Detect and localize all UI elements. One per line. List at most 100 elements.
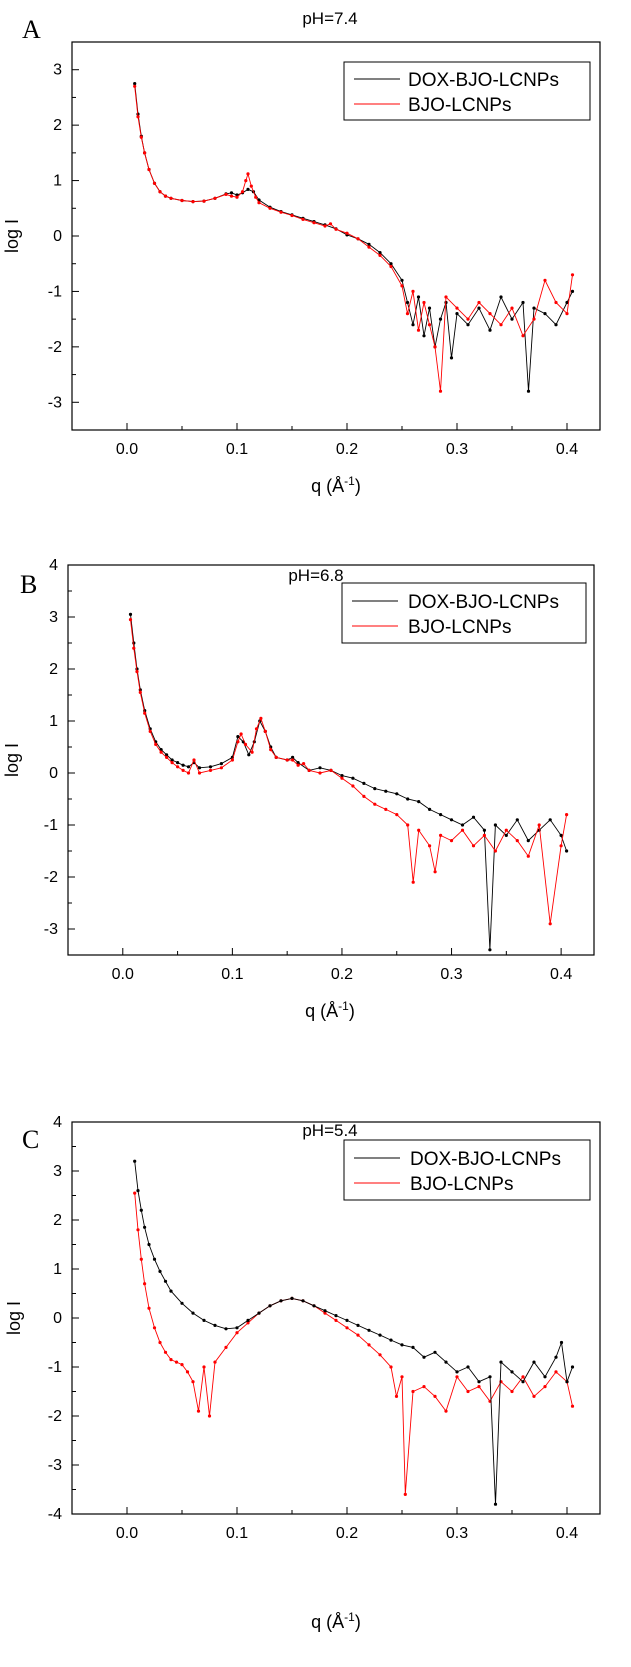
data-point	[274, 755, 278, 759]
y-tick-label: -2	[44, 869, 58, 886]
data-point	[493, 849, 497, 853]
data-point	[219, 766, 223, 770]
x-tick-label: 0.1	[226, 1525, 248, 1542]
data-point	[537, 823, 541, 827]
data-point	[389, 1365, 393, 1369]
data-point	[570, 289, 575, 293]
data-point	[427, 306, 432, 310]
data-point	[208, 765, 213, 769]
y-axis-label: log I	[2, 743, 22, 777]
legend-label-dox: DOX-BJO-LCNPs	[408, 592, 559, 613]
data-point	[191, 200, 195, 204]
data-point	[395, 813, 399, 817]
plot-frame	[71, 41, 601, 431]
data-point	[213, 1360, 217, 1364]
y-tick-label: 4	[49, 557, 58, 574]
data-point	[147, 167, 151, 172]
chart-title: pH=5.4	[302, 1121, 357, 1140]
data-point	[526, 839, 530, 843]
data-point	[340, 774, 344, 778]
chart-title: pH=7.4	[302, 9, 357, 28]
data-point	[565, 1380, 569, 1384]
data-point	[510, 317, 514, 321]
data-point	[417, 828, 421, 832]
data-point	[219, 762, 223, 766]
data-point	[504, 828, 508, 832]
data-point	[417, 800, 421, 804]
data-point	[367, 1343, 371, 1347]
data-point	[389, 264, 393, 269]
chart-panel-c: C pH=5.4 4 3 2 1 0 -1 -2 -3 -4 0.0 0.1 0.2 0.3 0.4 D…	[0, 1110, 631, 1665]
data-point	[246, 172, 250, 176]
series-layer	[128, 612, 569, 952]
x-tick-label: 0.0	[112, 966, 134, 983]
data-point	[181, 768, 185, 772]
data-point	[543, 312, 547, 316]
data-point	[213, 1323, 217, 1327]
data-point	[428, 807, 432, 811]
y-tick-label: -1	[44, 817, 58, 834]
y-tick-label: -3	[48, 394, 62, 411]
data-point	[411, 1389, 415, 1394]
y-axis-label: log I	[4, 1301, 24, 1335]
data-point	[254, 195, 258, 199]
series-line-bjo-lcnps	[134, 86, 573, 392]
data-point	[570, 273, 575, 277]
x-tick-label: 0.4	[556, 1525, 578, 1542]
data-point	[526, 389, 531, 393]
data-point	[158, 190, 162, 194]
data-point	[384, 789, 388, 793]
data-point	[439, 833, 443, 837]
chart-b-svg: B pH=6.8 4 3 2 1 0 -1 -2 -3 0.0 0.1 0.2 0.3 0.4 DOX…	[2, 557, 595, 1021]
x-tick-label: 0.2	[336, 441, 358, 458]
y-tick-label: 2	[49, 661, 58, 678]
data-point	[356, 1333, 360, 1337]
data-point	[197, 766, 202, 770]
data-point	[224, 192, 228, 196]
data-point	[482, 828, 486, 832]
y-tick-label: 0	[53, 1310, 62, 1327]
series-line-dox-bjo-lcnps	[134, 1161, 573, 1505]
data-point	[170, 761, 174, 765]
x-axis-label-sup: -1	[338, 999, 349, 1013]
data-point	[143, 711, 147, 715]
data-point	[466, 1365, 470, 1369]
data-point	[128, 618, 133, 622]
y-tick-label: 1	[49, 713, 58, 730]
data-point	[406, 797, 410, 801]
x-tick-labels: 0.0 0.1 0.2 0.3 0.4	[67, 948, 572, 983]
data-point	[229, 191, 234, 195]
data-point	[165, 755, 169, 759]
data-point	[428, 844, 432, 848]
data-point	[132, 646, 136, 650]
data-point	[147, 1242, 151, 1247]
data-point	[449, 356, 454, 360]
x-axis-label-sup: -1	[344, 1610, 355, 1624]
x-tick-label: 0.3	[440, 966, 462, 983]
data-point	[291, 755, 295, 759]
data-point	[389, 1338, 393, 1342]
data-point	[477, 1380, 481, 1384]
legend: DOX-BJO-LCNPs BJO-LCNPs	[341, 582, 587, 644]
data-point	[185, 1370, 190, 1374]
data-point	[229, 194, 234, 198]
series-layer	[133, 82, 575, 393]
x-axis-label-main: q (Å	[311, 476, 344, 496]
data-point	[133, 82, 137, 86]
data-point	[246, 1318, 250, 1322]
chart-panel-b: B pH=6.8 4 3 2 1 0 -1 -2 -3 0.0 0.1 0.2 0.3 0.4 DOX…	[0, 555, 631, 1110]
data-point	[411, 1345, 415, 1349]
data-point	[244, 179, 248, 183]
x-tick-label: 0.3	[446, 1525, 468, 1542]
data-point	[499, 295, 503, 299]
data-point	[444, 1360, 448, 1364]
data-point	[250, 750, 254, 754]
data-point	[394, 1394, 399, 1398]
data-point	[565, 813, 569, 817]
data-point	[191, 1311, 195, 1315]
data-point	[356, 237, 360, 241]
data-point	[444, 1409, 448, 1413]
data-point	[169, 1358, 173, 1362]
x-axis-label-close: )	[355, 476, 361, 496]
data-point	[329, 768, 333, 772]
